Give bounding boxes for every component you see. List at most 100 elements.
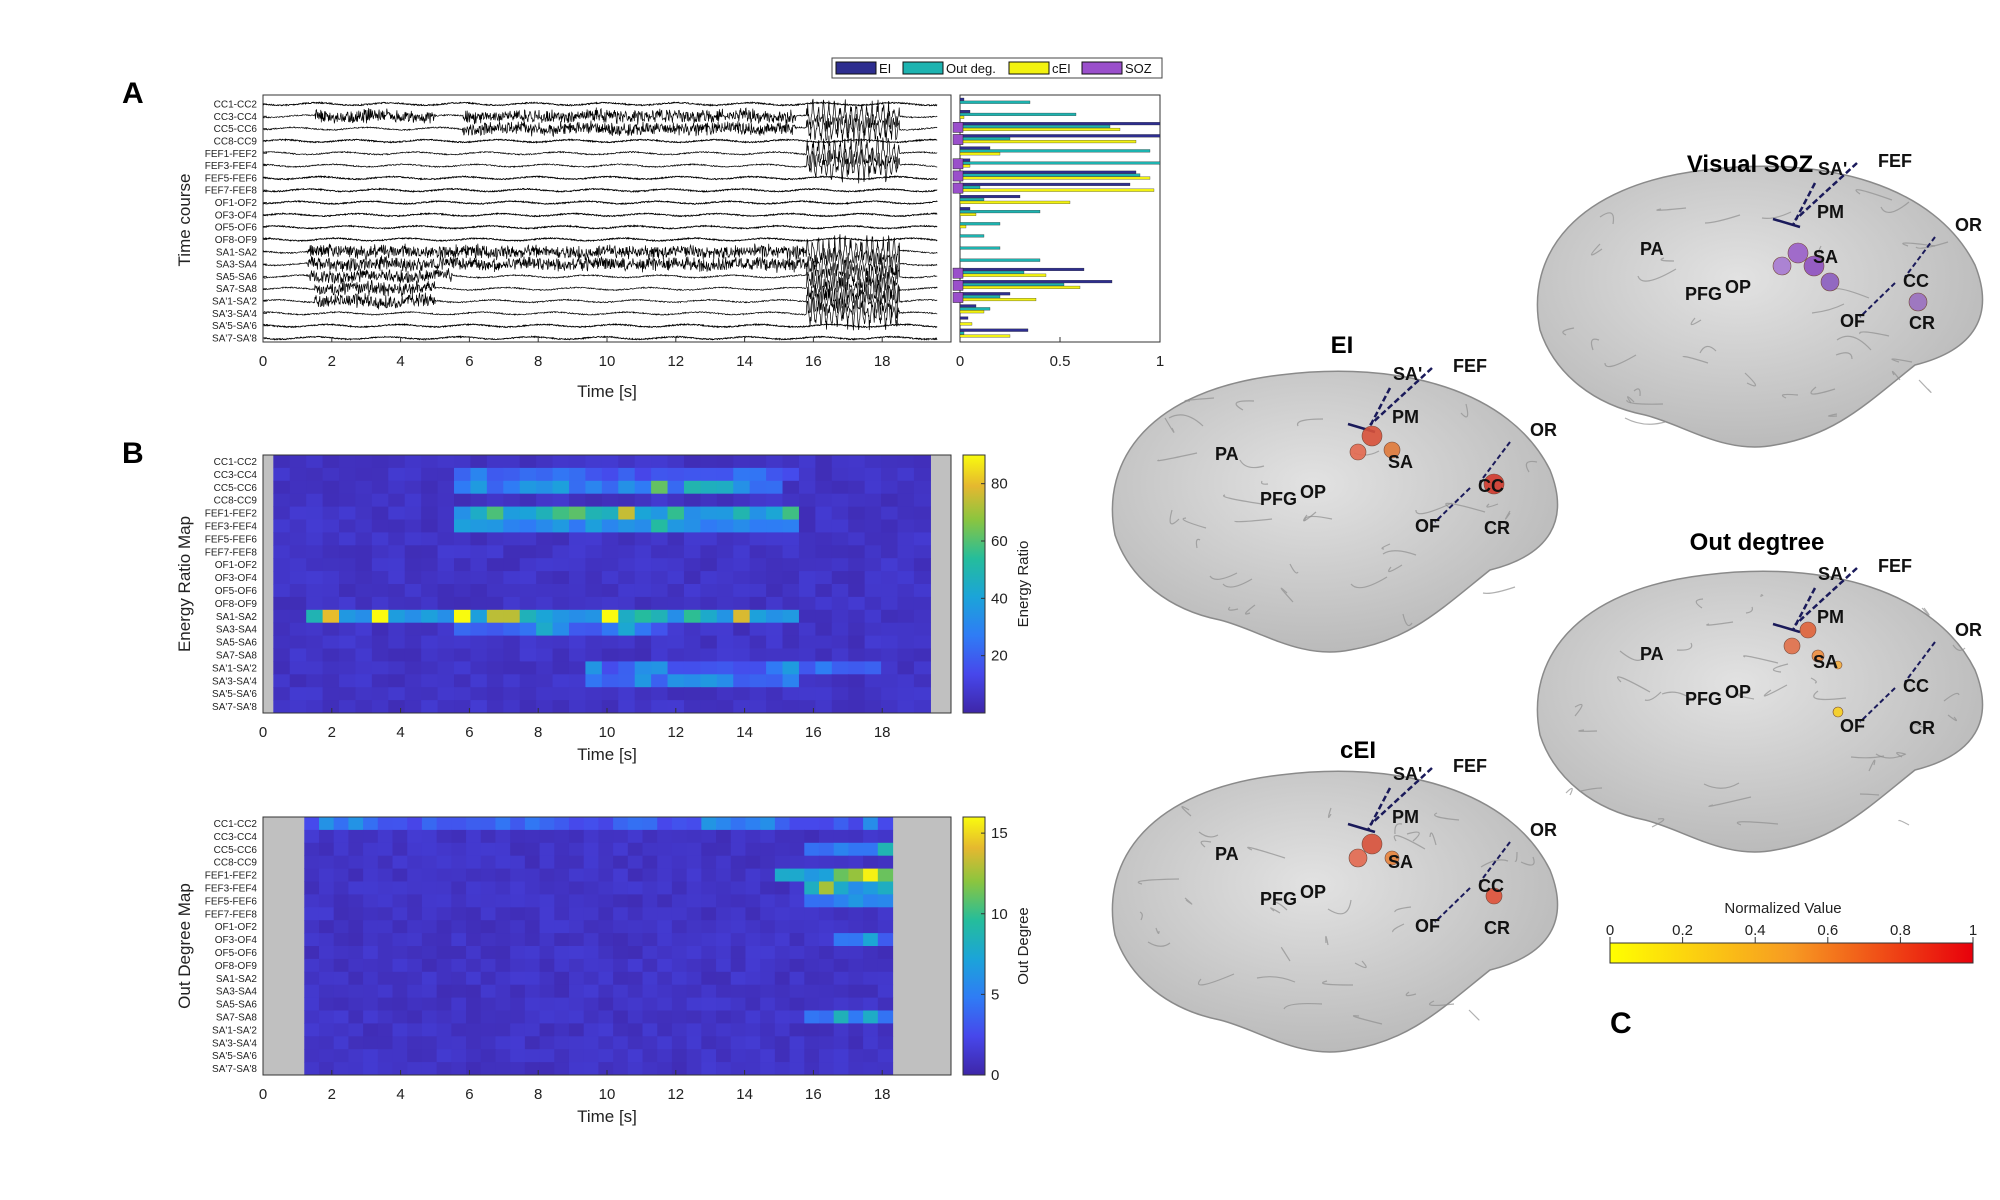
heat-cell bbox=[877, 868, 894, 882]
heat-cell bbox=[782, 467, 800, 482]
heat-cell bbox=[848, 958, 864, 973]
heat-cell bbox=[437, 584, 455, 598]
heat-cell bbox=[782, 506, 800, 520]
heat-cell bbox=[273, 467, 291, 482]
heat-cell bbox=[881, 558, 899, 572]
heat-cell bbox=[686, 984, 702, 998]
heat-cell bbox=[355, 609, 373, 624]
heat-cell bbox=[831, 622, 849, 636]
heat-cell bbox=[339, 558, 357, 572]
bar-Out deg.-OF8-OF9 bbox=[959, 234, 985, 238]
heat-cell bbox=[863, 1049, 879, 1063]
heat-cell bbox=[848, 596, 866, 611]
heat-cell bbox=[437, 519, 455, 533]
heat-cell bbox=[486, 571, 504, 585]
heat-cell bbox=[348, 1062, 364, 1076]
heat-cell bbox=[733, 558, 751, 572]
heat-cell bbox=[510, 971, 526, 986]
heat-cell bbox=[716, 881, 732, 895]
brain-sulcus bbox=[1661, 691, 1695, 702]
brain-title-cei: cEI bbox=[1340, 737, 1376, 764]
heat-cell bbox=[618, 622, 636, 636]
electrode-shaft-or bbox=[1479, 441, 1511, 483]
brain-sulcus bbox=[1382, 550, 1417, 556]
brain-sulcus bbox=[1182, 517, 1207, 529]
bar-cEI-OF5-OF6 bbox=[959, 225, 967, 229]
heat-cell bbox=[363, 855, 379, 869]
heat-cell bbox=[539, 1049, 555, 1063]
heat-cell bbox=[881, 596, 899, 611]
heat-cell bbox=[585, 661, 603, 675]
heat-cell bbox=[716, 829, 732, 844]
heat-cell bbox=[913, 532, 931, 546]
heat-cell bbox=[377, 1049, 394, 1063]
heat-cell bbox=[421, 596, 439, 611]
heat-cell bbox=[618, 674, 636, 688]
xtick-label: 12 bbox=[667, 724, 684, 741]
heat-cell bbox=[339, 455, 357, 469]
heat-cell bbox=[421, 571, 439, 585]
heat-cell bbox=[745, 817, 761, 831]
heat-cell bbox=[782, 584, 800, 598]
brain-sulcus bbox=[1169, 509, 1180, 525]
heat-cell bbox=[289, 700, 307, 714]
heat-cell bbox=[536, 455, 554, 469]
bar-EI-CC5-CC6 bbox=[959, 122, 1161, 126]
heat-cell bbox=[421, 609, 439, 624]
brain-sulcus bbox=[1855, 189, 1893, 201]
heat-cell bbox=[470, 519, 488, 533]
heat-cell bbox=[667, 455, 685, 469]
heat-cell bbox=[363, 829, 379, 844]
heat-cell bbox=[730, 829, 747, 844]
heat-cell bbox=[730, 842, 747, 857]
heat-cell bbox=[503, 506, 521, 520]
heat-cell bbox=[818, 881, 835, 895]
heat-cell bbox=[585, 571, 603, 585]
heat-cell bbox=[881, 687, 899, 701]
heat-cell bbox=[470, 584, 488, 598]
heat-cell bbox=[774, 1036, 791, 1050]
heat-cell bbox=[436, 894, 452, 908]
soz-marker-CC8-CC9 bbox=[952, 134, 964, 145]
heat-cell bbox=[766, 596, 784, 611]
heat-cell bbox=[510, 946, 526, 960]
heat-cell bbox=[289, 687, 307, 701]
heat-cell bbox=[583, 1036, 599, 1050]
heat-cell bbox=[601, 687, 619, 701]
heat-cell bbox=[333, 1062, 349, 1076]
heat-cell bbox=[437, 700, 455, 714]
heat-cell bbox=[355, 648, 373, 662]
heat-cell bbox=[568, 855, 585, 869]
heat-cell bbox=[651, 493, 669, 507]
region-label-pm: PM bbox=[1817, 607, 1844, 627]
heat-cell bbox=[437, 532, 455, 546]
heat-cell bbox=[657, 971, 673, 986]
heat-cell bbox=[701, 868, 717, 882]
heat-cell bbox=[701, 920, 717, 934]
brain-sulcus bbox=[1859, 793, 1880, 796]
heat-cell bbox=[552, 558, 570, 572]
heat-cell bbox=[815, 545, 833, 559]
region-label-of: OF bbox=[1415, 516, 1440, 536]
heat-cell bbox=[568, 467, 587, 482]
channel-label: SA'5-SA'6 bbox=[212, 1051, 257, 1062]
heat-cell bbox=[671, 1062, 688, 1076]
heat-cell bbox=[348, 1010, 364, 1024]
out-degree-heatmap: CC1-CC2CC3-CC4CC5-CC6CC8-CC9FEF1-FEF2FEF… bbox=[175, 816, 1032, 1126]
heat-cell bbox=[554, 907, 570, 921]
heat-cell bbox=[436, 1010, 452, 1024]
heat-cell bbox=[913, 622, 931, 636]
heat-cell bbox=[881, 480, 899, 495]
heat-cell bbox=[651, 545, 669, 559]
electrode-contact bbox=[1349, 443, 1367, 461]
heat-cell bbox=[539, 984, 555, 998]
heat-cell bbox=[322, 622, 340, 636]
heat-cell bbox=[495, 1062, 511, 1076]
heat-cell bbox=[897, 532, 915, 546]
heat-cell bbox=[306, 480, 324, 495]
brain-sulcus bbox=[1327, 807, 1332, 818]
heat-cell bbox=[864, 700, 882, 714]
heat-cell bbox=[818, 997, 835, 1011]
brain-sulcus bbox=[1261, 480, 1269, 485]
heat-cell bbox=[667, 480, 685, 495]
